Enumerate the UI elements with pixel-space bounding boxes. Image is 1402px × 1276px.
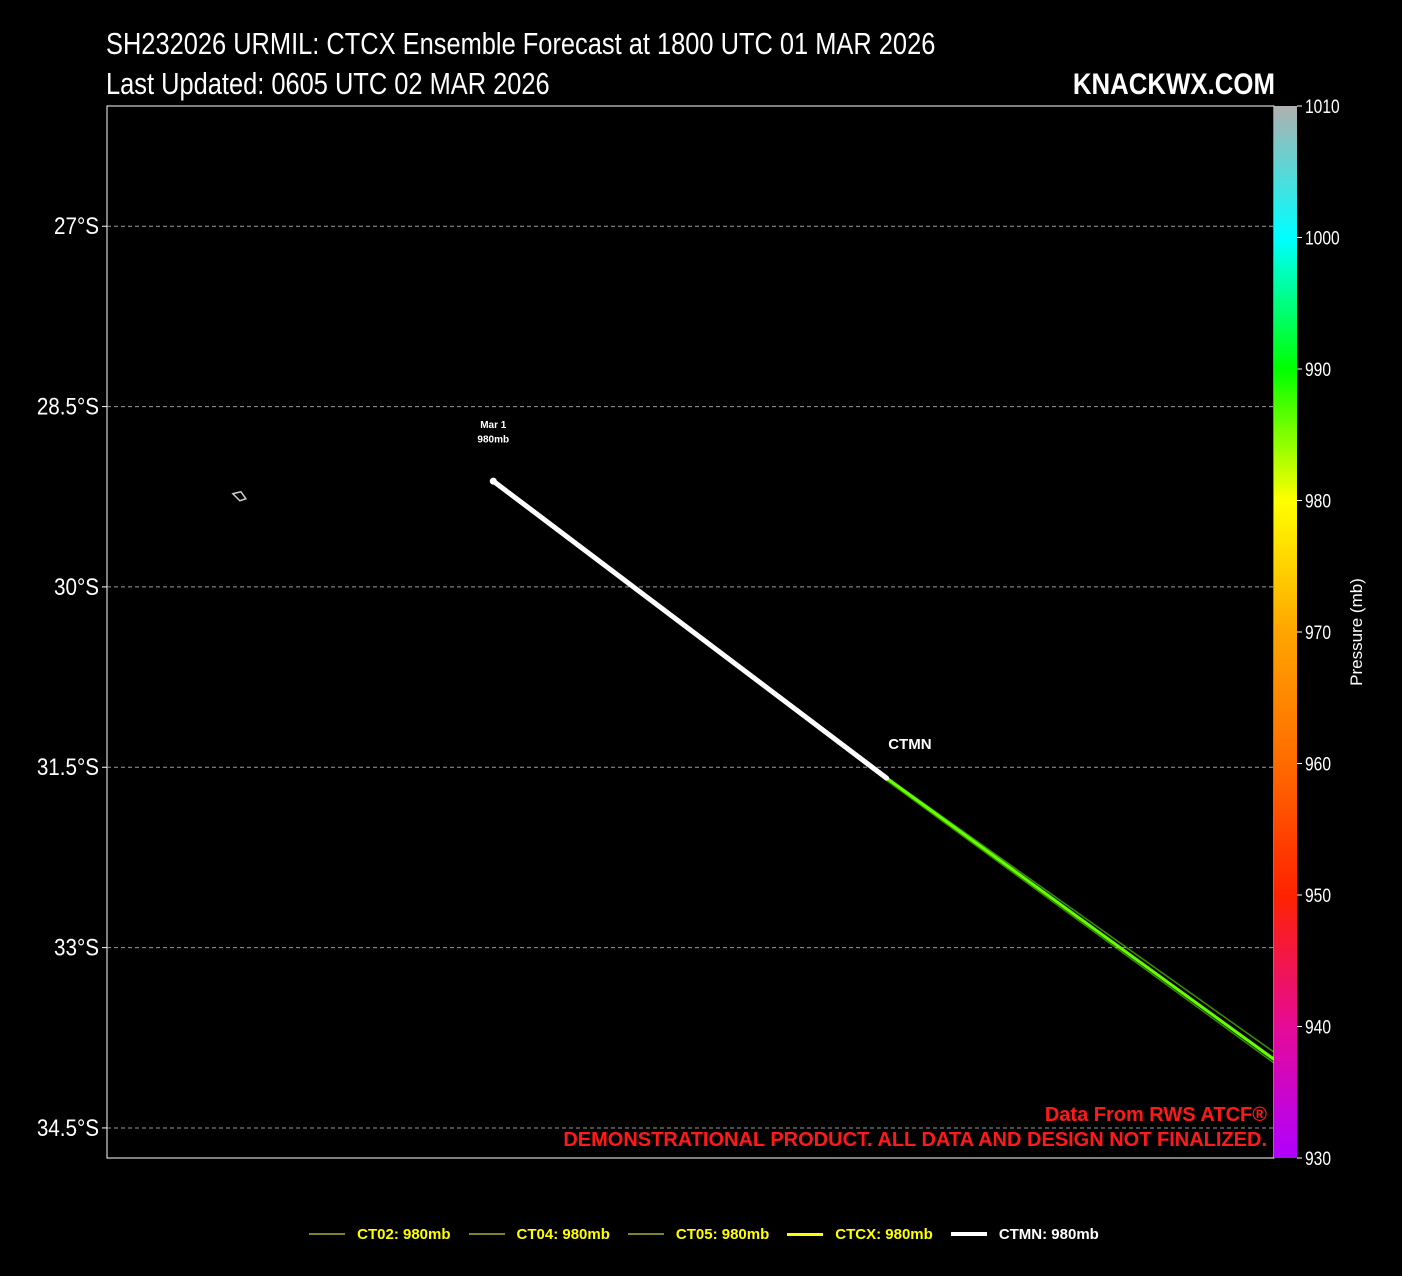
annotation-label: Mar 1 [480, 420, 507, 431]
colorbar-tick-label: 980 [1305, 490, 1331, 512]
legend-label: CT05: 980mb [675, 1225, 770, 1243]
legend-label: CTMN: 980mb [998, 1225, 1099, 1243]
y-tick-label: 31.5°S [37, 754, 99, 781]
legend-item-ctcx: CTCX: 980mb [781, 1226, 933, 1243]
legend: CT02: 980mb CT04: 980mb CT05: 980mb CTCX: 9… [0, 1222, 1402, 1246]
legend-label: CTCX: 980mb [835, 1225, 933, 1243]
brand-logo-text: KNACKWX.COM [1072, 68, 1275, 101]
island-coastline [231, 490, 248, 502]
chart-title: SH232026 URMIL: CTCX Ensemble Forecast a… [106, 26, 936, 61]
demo-disclaimer: DEMONSTRATIONAL PRODUCT. ALL DATA AND DE… [563, 1129, 1267, 1151]
legend-label: CT04: 980mb [516, 1225, 610, 1243]
colorbar-tick-label: 960 [1305, 753, 1331, 775]
colorbar [1274, 106, 1297, 1158]
data-credit: Data From RWS ATCF® [1045, 1104, 1267, 1126]
annotation-label: 980mb [477, 435, 509, 446]
y-tick-label: 30°S [54, 573, 99, 600]
start-point-marker [489, 477, 497, 485]
colorbar-tick-label: 990 [1305, 359, 1331, 381]
colorbar-tick-label: 930 [1305, 1148, 1331, 1170]
y-tick-label: 34.5°S [37, 1114, 99, 1141]
legend-swatch [950, 1232, 987, 1236]
y-tick-label: 33°S [54, 934, 99, 961]
legend-swatch [787, 1232, 824, 1236]
legend-item-ct05: CT05: 980mb [622, 1226, 769, 1243]
legend-item-ct04: CT04: 980mb [463, 1226, 610, 1243]
y-tick-label: 28.5°S [37, 393, 99, 420]
colorbar-tick-label: 1000 [1305, 227, 1340, 249]
legend-swatch [627, 1233, 664, 1235]
colorbar-tick-label: 1010 [1305, 96, 1340, 118]
legend-swatch [468, 1233, 505, 1235]
track-ctmn [490, 478, 890, 781]
track-lines [489, 477, 1274, 1064]
y-tick-label: 27°S [54, 213, 99, 240]
legend-label: CT02: 980mb [357, 1225, 451, 1243]
colorbar-label: Pressure (mb) [1347, 578, 1366, 686]
gridlines [107, 225, 1274, 1129]
colorbar-ticks: 930 940 950 960 970 980 990 1000 1010 [1297, 96, 1340, 1170]
colorbar-tick-label: 950 [1305, 885, 1331, 907]
legend-swatch [309, 1233, 346, 1235]
last-updated-subtitle: Last Updated: 0605 UTC 02 MAR 2026 [106, 66, 550, 101]
legend-item-ct02: CT02: 980mb [303, 1225, 451, 1243]
annotation-label: CTMN [888, 736, 931, 753]
colorbar-tick-label: 970 [1305, 622, 1331, 644]
y-axis-ticks: 27°S 28.5°S 30°S 31.5°S 33°S 34.5°S [37, 213, 107, 1141]
colorbar-tick-label: 940 [1305, 1016, 1331, 1038]
legend-item-ctmn: CTMN: 980mb [945, 1226, 1099, 1243]
annotations: Mar 1 980mb CTMN [477, 420, 931, 753]
